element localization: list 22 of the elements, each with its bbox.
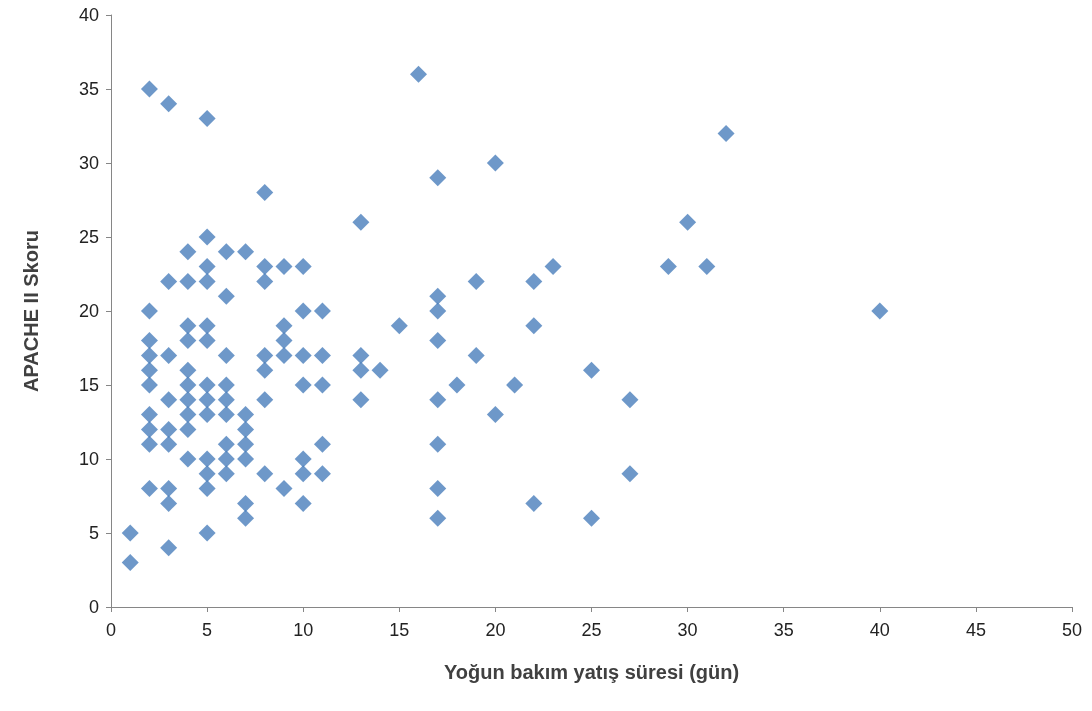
- x-tick-label: 45: [965, 620, 986, 640]
- y-tick-label: 5: [88, 523, 99, 543]
- y-tick-label: 0: [88, 597, 99, 617]
- x-tick-label: 40: [869, 620, 890, 640]
- y-tick-label: 10: [78, 449, 99, 469]
- y-tick-label: 15: [78, 375, 99, 395]
- x-tick-label: 5: [202, 620, 213, 640]
- x-tick-label: 50: [1061, 620, 1083, 640]
- x-axis-title: Yoğun bakım yatış süresi (gün): [443, 661, 740, 683]
- x-tick-label: 25: [581, 620, 602, 640]
- x-tick-label: 0: [105, 620, 117, 640]
- y-tick-label: 30: [78, 153, 99, 173]
- x-tick-label: 10: [293, 620, 314, 640]
- y-tick-label: 40: [78, 5, 99, 25]
- x-tick-label: 20: [485, 620, 506, 640]
- x-tick-label: 30: [677, 620, 698, 640]
- y-axis-title: APACHE II Skoru: [20, 230, 42, 392]
- x-tick-label: 35: [773, 620, 794, 640]
- y-tick-label: 20: [78, 301, 99, 321]
- y-tick-label: 35: [78, 79, 99, 99]
- x-tick-label: 15: [389, 620, 410, 640]
- y-tick-label: 25: [78, 227, 99, 247]
